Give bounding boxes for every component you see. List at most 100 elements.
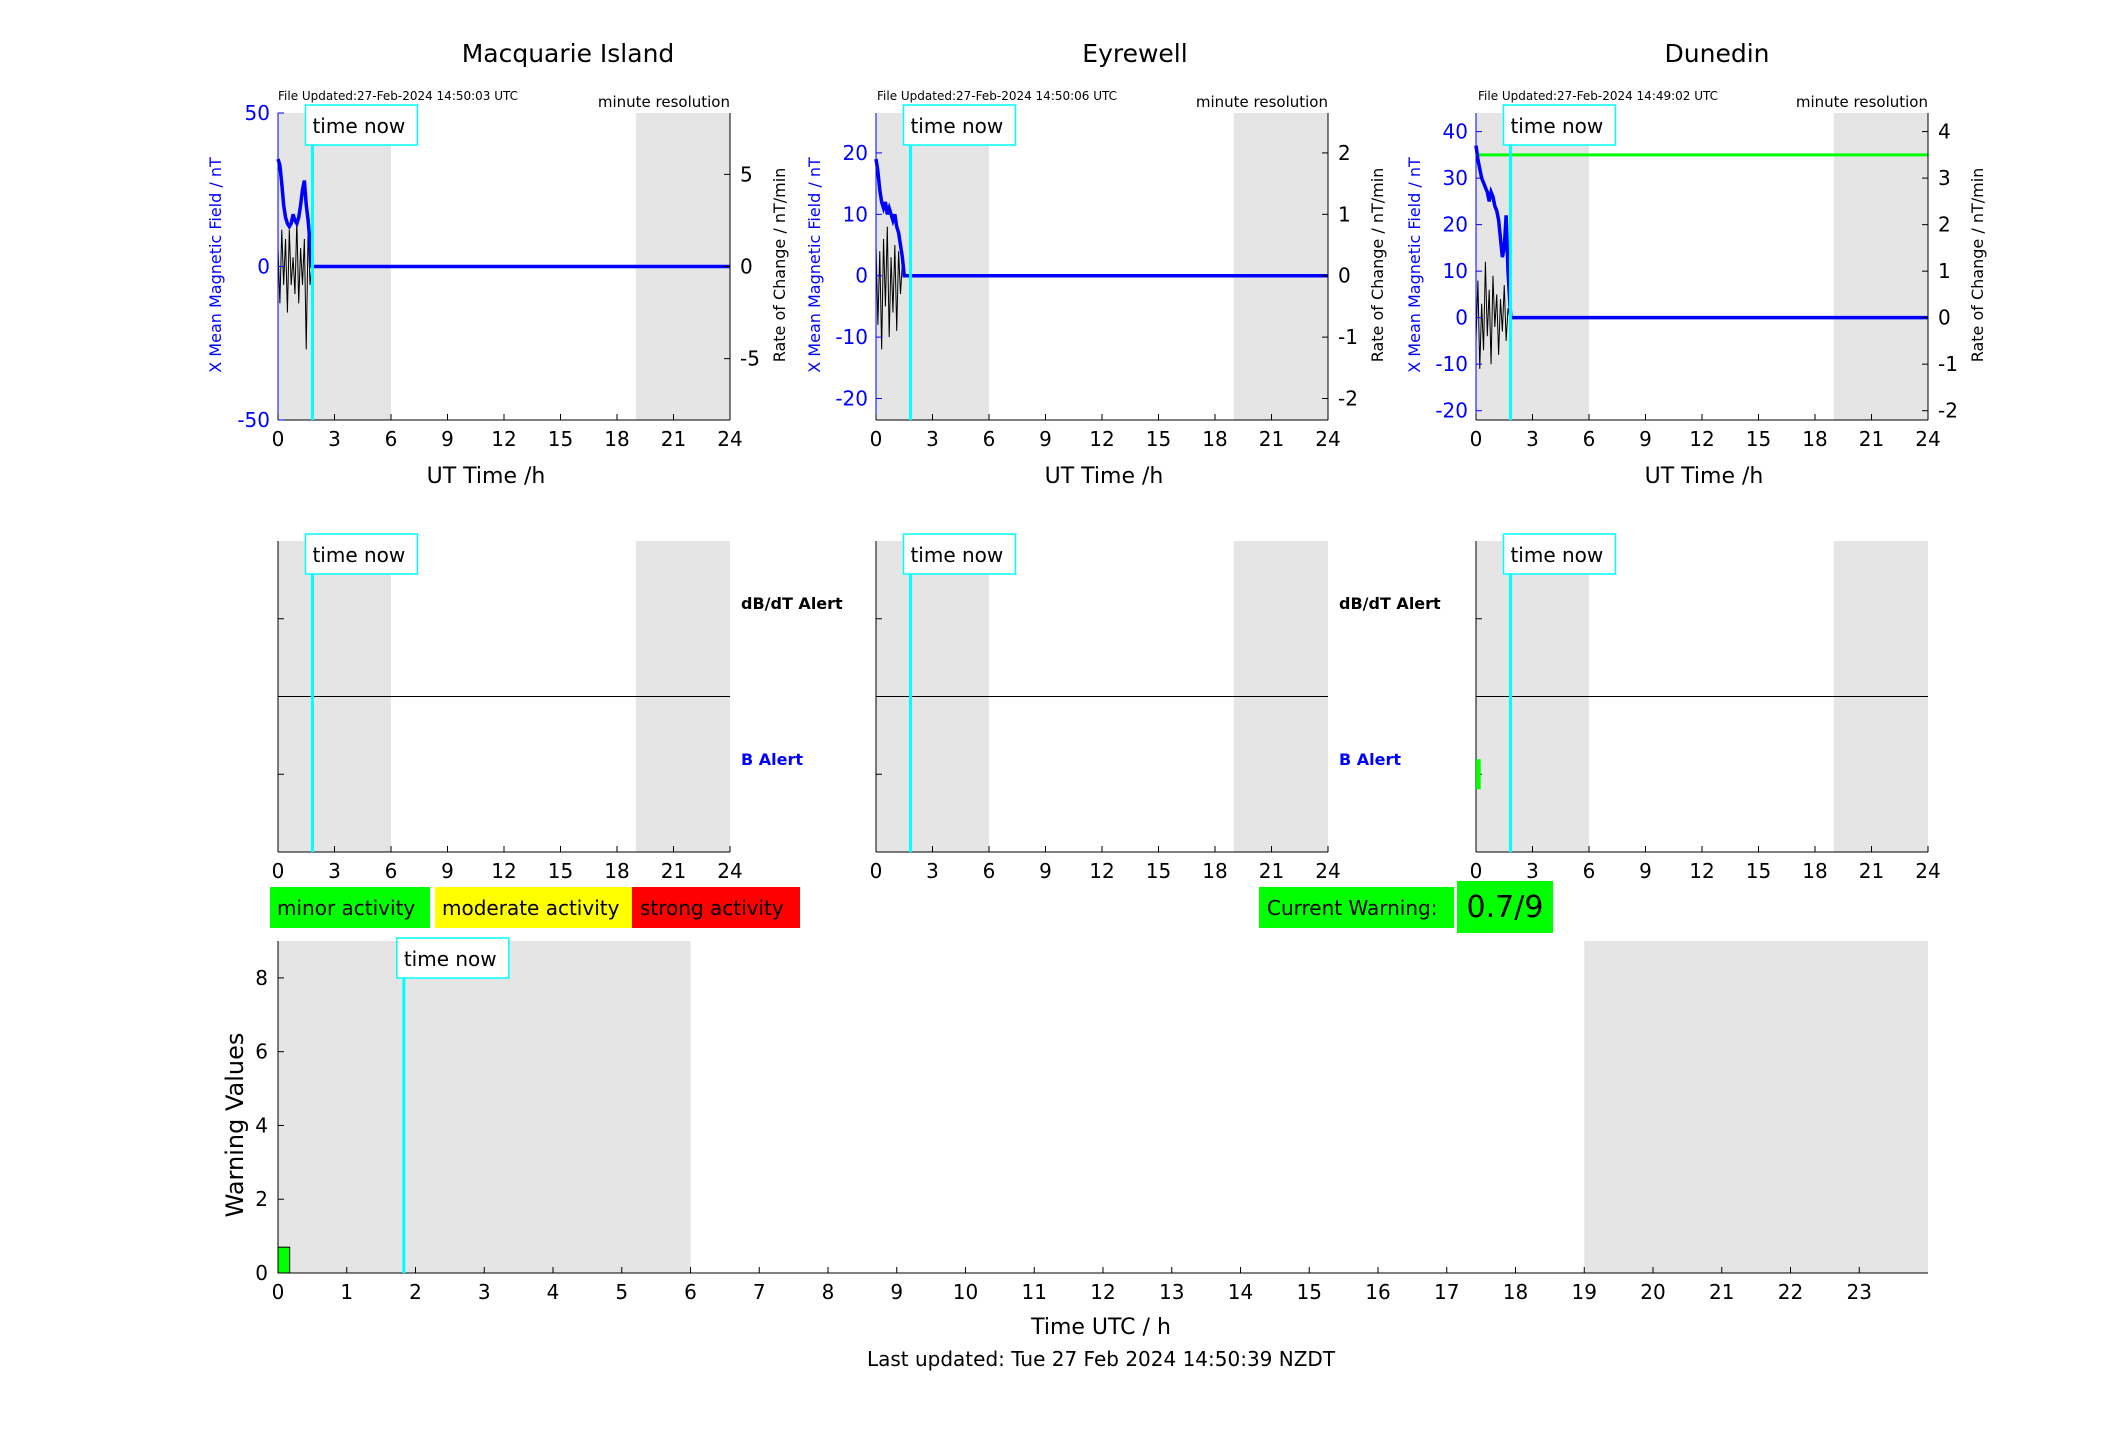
top-dunedin-time-now-label: time now: [1510, 114, 1603, 138]
legend-strong-swatch: [632, 887, 800, 928]
alert-macquarie-xtick-label-12: 12: [491, 859, 516, 883]
warning-xtick-label-1: 1: [340, 1280, 353, 1304]
resolution-label-dunedin: minute resolution: [1796, 93, 1928, 111]
alert-eyrewell-xtick-label-24: 24: [1315, 859, 1340, 883]
top-dunedin-time-now-box: [1502, 104, 1617, 146]
file-updated-macquarie: File Updated:27-Feb-2024 14:50:03 UTC: [278, 89, 518, 103]
top-macquarie-xtick-label-3: 3: [328, 427, 341, 451]
dbdt-alert-label-macquarie: dB/dT Alert: [741, 594, 843, 613]
xlabel-dunedin: UT Time /h: [1645, 464, 1764, 489]
top-dunedin-night-shade-1: [1833, 113, 1928, 420]
warning-xtick-label-22: 22: [1778, 1280, 1803, 1304]
ylabel-left-macquarie: X Mean Magnetic Field / nT: [206, 157, 225, 373]
alert-eyrewell-xtick-label-3: 3: [926, 859, 939, 883]
ylabel-left-eyrewell: X Mean Magnetic Field / nT: [805, 157, 824, 373]
top-dunedin-xtick-label-6: 6: [1583, 427, 1596, 451]
top-dunedin-xtick-label-0: 0: [1470, 427, 1483, 451]
top-eyrewell-time-now-label: time now: [910, 114, 1003, 138]
top-macquarie-ytick-label-50: 50: [245, 101, 270, 125]
top-macquarie-ytick-right-label-5: 5: [740, 162, 753, 186]
alert-eyrewell-time-now-label: time now: [910, 543, 1003, 567]
top-dunedin-ytick-right-label-1: 1: [1938, 259, 1951, 283]
alert-eyrewell-xtick-label-21: 21: [1259, 859, 1284, 883]
top-dunedin-xtick-label-9: 9: [1639, 427, 1652, 451]
top-macquarie-ytick-right-label--5: -5: [740, 347, 760, 371]
top-dunedin-ytick-right-label-0: 0: [1938, 306, 1951, 330]
top-eyrewell-ytick-right-label-0: 0: [1338, 264, 1351, 288]
alert-dunedin-xtick-label-9: 9: [1639, 859, 1652, 883]
top-macquarie-time-now-box: [304, 104, 419, 146]
top-eyrewell-field-series: [874, 158, 1328, 278]
top-dunedin-xtick-label-21: 21: [1859, 427, 1884, 451]
xlabel-eyrewell: UT Time /h: [1045, 464, 1164, 489]
dbdt-alert-label-eyrewell: dB/dT Alert: [1339, 594, 1441, 613]
station-title-eyrewell: Eyrewell: [1082, 39, 1187, 68]
top-dunedin-ytick-label-0: 0: [1455, 306, 1468, 330]
file-updated-eyrewell: File Updated:27-Feb-2024 14:50:06 UTC: [877, 89, 1117, 103]
last-updated: Last updated: Tue 27 Feb 2024 14:50:39 N…: [867, 1347, 1336, 1371]
top-dunedin-xtick-label-18: 18: [1802, 427, 1827, 451]
top-eyrewell-ytick-label--10: -10: [835, 325, 868, 349]
warning-ytick-label-8: 8: [255, 966, 268, 990]
top-macquarie-rate-series: [277, 220, 313, 350]
warning-bar-0: [277, 1246, 291, 1274]
xlabel-macquarie: UT Time /h: [427, 464, 546, 489]
warning-xtick-label-13: 13: [1159, 1280, 1184, 1304]
alert-macquarie-xtick-label-18: 18: [604, 859, 629, 883]
top-eyrewell-xtick-label-3: 3: [926, 427, 939, 451]
current-warning-label: Current Warning:: [1267, 896, 1437, 920]
alert-dunedin-alert-bar-0: [1476, 759, 1481, 790]
ylabel-right-macquarie: Rate of Change / nT/min: [770, 168, 789, 363]
ylabel-right-dunedin: Rate of Change / nT/min: [1968, 168, 1987, 363]
top-eyrewell-xtick-label-21: 21: [1259, 427, 1284, 451]
top-eyrewell-ytick-label-20: 20: [843, 141, 868, 165]
top-dunedin-ytick-right-label-2: 2: [1938, 213, 1951, 237]
current-warning-value: 0.7/9: [1467, 890, 1544, 925]
current-warning-box: [1259, 887, 1454, 928]
warning-xtick-label-10: 10: [953, 1280, 978, 1304]
top-macquarie-xtick-label-24: 24: [717, 427, 742, 451]
alert-dunedin-xtick-label-6: 6: [1583, 859, 1596, 883]
warning-xtick-label-11: 11: [1022, 1280, 1047, 1304]
top-eyrewell-xtick-label-9: 9: [1039, 427, 1052, 451]
top-dunedin-ytick-label--20: -20: [1435, 399, 1468, 423]
top-macquarie-time-now-label: time now: [312, 114, 405, 138]
alert-macquarie-xtick-label-24: 24: [717, 859, 742, 883]
legend-strong-label: strong activity: [640, 896, 784, 920]
top-eyrewell-ytick-label--20: -20: [835, 387, 868, 411]
warning-ytick-label-0: 0: [255, 1261, 268, 1285]
b-alert-label-eyrewell: B Alert: [1339, 750, 1401, 769]
top-eyrewell-ytick-right-label-2: 2: [1338, 141, 1351, 165]
warning-xtick-label-14: 14: [1228, 1280, 1253, 1304]
warning-ytick-label-4: 4: [255, 1113, 268, 1137]
top-eyrewell-night-shade-0: [876, 113, 989, 420]
alert-eyrewell-xtick-label-6: 6: [983, 859, 996, 883]
top-macquarie-xtick-label-15: 15: [548, 427, 573, 451]
top-dunedin-field-series: [1474, 145, 1928, 320]
top-macquarie-xtick-label-12: 12: [491, 427, 516, 451]
warning-xtick-label-8: 8: [822, 1280, 835, 1304]
top-eyrewell-xtick-label-6: 6: [983, 427, 996, 451]
alert-macquarie-xtick-label-3: 3: [328, 859, 341, 883]
top-eyrewell-xtick-label-24: 24: [1315, 427, 1340, 451]
top-eyrewell-rate-series: [875, 226, 905, 350]
top-eyrewell-ytick-label-10: 10: [843, 202, 868, 226]
alert-eyrewell-xtick-label-12: 12: [1089, 859, 1114, 883]
station-title-macquarie: Macquarie Island: [462, 39, 675, 68]
alert-dunedin-time-now-box: [1502, 533, 1617, 575]
top-macquarie-xtick-label-18: 18: [604, 427, 629, 451]
top-eyrewell-xtick-label-0: 0: [870, 427, 883, 451]
top-dunedin-ytick-label--10: -10: [1435, 352, 1468, 376]
ylabel-left-dunedin: X Mean Magnetic Field / nT: [1405, 157, 1424, 373]
top-dunedin-ytick-label-30: 30: [1443, 166, 1468, 190]
alert-eyrewell-xtick-label-15: 15: [1146, 859, 1171, 883]
warning-time-now-label: time now: [404, 947, 497, 971]
station-title-dunedin: Dunedin: [1665, 39, 1770, 68]
top-eyrewell-xtick-label-15: 15: [1146, 427, 1171, 451]
legend-minor-swatch: [270, 887, 430, 928]
alert-dunedin-xtick-label-0: 0: [1470, 859, 1483, 883]
legend-minor-label: minor activity: [277, 896, 415, 920]
top-dunedin-night-shade-0: [1476, 113, 1589, 420]
